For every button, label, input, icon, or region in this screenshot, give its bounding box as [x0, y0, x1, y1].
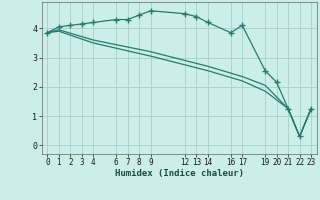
X-axis label: Humidex (Indice chaleur): Humidex (Indice chaleur)	[115, 169, 244, 178]
